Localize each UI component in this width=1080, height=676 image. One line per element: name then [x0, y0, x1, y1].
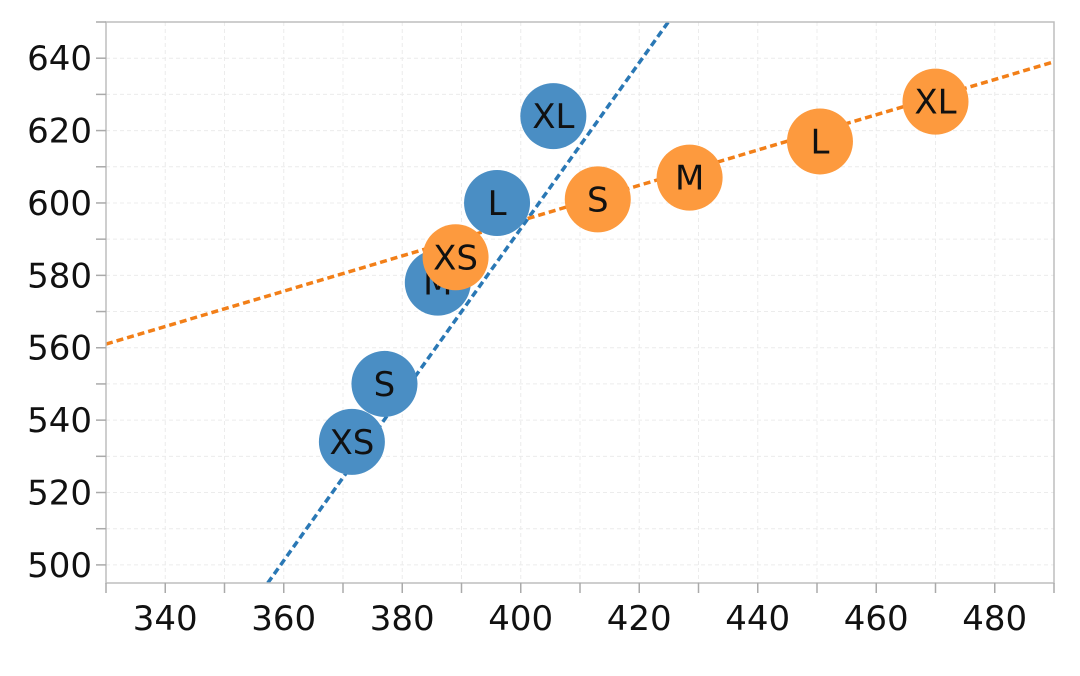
y-tick-label: 540	[27, 401, 92, 441]
data-points: XSSMLXLXSSMLXL	[318, 68, 969, 475]
data-point-label: L	[488, 184, 507, 224]
x-tick-label: 360	[251, 599, 316, 639]
data-point-label: L	[810, 122, 829, 162]
data-point: S	[564, 166, 631, 233]
trendline-series-1	[266, 22, 670, 583]
x-tick-label: 400	[488, 599, 553, 639]
data-point: L	[786, 108, 853, 175]
x-tick-label: 480	[962, 599, 1027, 639]
data-point-marker	[656, 144, 723, 211]
y-tick-label: 620	[27, 112, 92, 152]
y-tick-label: 500	[27, 546, 92, 586]
data-point-label: M	[675, 159, 704, 199]
data-point: XS	[422, 224, 489, 291]
y-tick-label: 580	[27, 256, 92, 296]
data-point-marker	[520, 83, 587, 150]
x-axis: 340 360 380 400 420 440 460 480	[105, 583, 1055, 639]
data-point-marker	[464, 169, 531, 236]
x-tick-label: 420	[607, 599, 672, 639]
data-point-label: XS	[433, 238, 478, 278]
y-tick-label: 640	[27, 39, 92, 79]
data-point-marker	[902, 68, 969, 135]
data-point: S	[351, 350, 418, 417]
data-point: L	[464, 169, 531, 236]
data-point-label: S	[587, 180, 609, 220]
x-tick-label: 380	[370, 599, 435, 639]
data-point-label: XL	[532, 97, 574, 137]
y-tick-label: 600	[27, 184, 92, 224]
data-point: XS	[318, 408, 385, 475]
y-axis: 500 520 540 560 580 600 620 640	[27, 21, 106, 586]
data-point-label: XL	[914, 83, 956, 123]
data-point: M	[656, 144, 723, 211]
data-point-marker	[786, 108, 853, 175]
data-point-label: S	[374, 365, 396, 405]
data-point-marker	[351, 350, 418, 417]
x-tick-label: 460	[844, 599, 909, 639]
x-tick-label: 440	[725, 599, 790, 639]
data-point-marker	[564, 166, 631, 233]
data-point-marker	[422, 224, 489, 291]
data-point-marker	[318, 408, 385, 475]
y-tick-label: 560	[27, 329, 92, 369]
y-tick-label: 520	[27, 474, 92, 514]
trendlines	[106, 22, 1054, 583]
data-point: XL	[520, 83, 587, 150]
data-point: XL	[902, 68, 969, 135]
x-tick-label: 340	[133, 599, 198, 639]
data-point-label: XS	[329, 423, 374, 463]
